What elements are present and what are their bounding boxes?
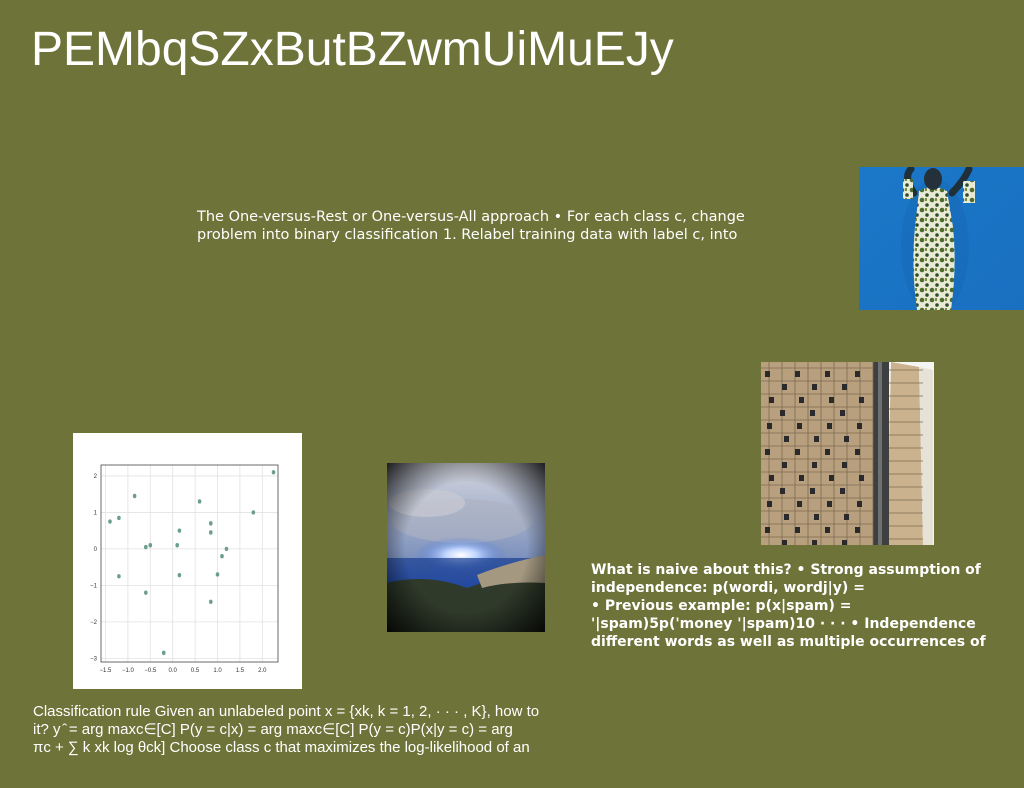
naive-text: What is naive about this? • Strong assum… — [591, 562, 986, 650]
scatter-point — [117, 574, 121, 579]
x-tick-label: 1.0 — [213, 668, 222, 674]
scatter-point — [148, 543, 153, 548]
scatter-point — [208, 599, 213, 605]
ovr-text: The One-versus-Rest or One-versus-All ap… — [197, 209, 745, 243]
scatter-plot: −1.5 −1.0 −0.5 0.0 0.5 1.0 1.5 2.0 2 1 0 −1 −2 −3 — [73, 433, 302, 689]
scatter-points — [108, 470, 276, 656]
scatter-point — [271, 470, 276, 475]
scatter-point — [144, 590, 148, 595]
scatter-point — [175, 543, 179, 548]
x-tick-label: 0.0 — [169, 668, 178, 674]
scatter-point — [108, 519, 112, 524]
scatter-point — [144, 544, 148, 550]
y-tick-label: 2 — [94, 474, 98, 480]
scatter-point — [220, 554, 224, 559]
slide-title: PEMbqSZxButBZwmUiMuEJy — [31, 23, 674, 76]
x-tick-labels: −1.5 −1.0 −0.5 0.0 0.5 1.0 1.5 2.0 — [100, 668, 268, 674]
x-tick-label: −1.0 — [122, 668, 135, 674]
y-tick-label: −3 — [90, 656, 98, 662]
scatter-point — [161, 650, 166, 656]
x-tick-label: 1.5 — [236, 668, 245, 674]
y-tick-label: −1 — [90, 583, 98, 589]
building-photo — [761, 362, 934, 545]
scatter-point — [208, 530, 213, 535]
scatter-point — [251, 510, 256, 515]
y-tick-label: 0 — [94, 547, 98, 553]
fashion-photo — [859, 167, 1024, 310]
scatter-point — [177, 528, 182, 533]
scatter-point — [177, 572, 182, 578]
scatter-point — [208, 521, 213, 526]
y-tick-label: 1 — [94, 510, 98, 516]
x-tick-label: 0.5 — [191, 668, 200, 674]
sunset-photo — [387, 463, 545, 632]
scatter-point — [224, 546, 229, 552]
y-tick-labels: 2 1 0 −1 −2 −3 — [90, 474, 98, 662]
classification-rule-text: Classification rule Given an unlabeled p… — [33, 703, 540, 756]
x-tick-label: −0.5 — [144, 668, 157, 674]
scatter-point — [132, 493, 137, 499]
scatter-point — [215, 572, 220, 577]
scatter-point — [117, 515, 121, 521]
scatter-point — [197, 499, 202, 504]
y-tick-label: −2 — [90, 620, 98, 626]
x-tick-label: 2.0 — [258, 668, 267, 674]
x-tick-label: −1.5 — [100, 668, 113, 674]
